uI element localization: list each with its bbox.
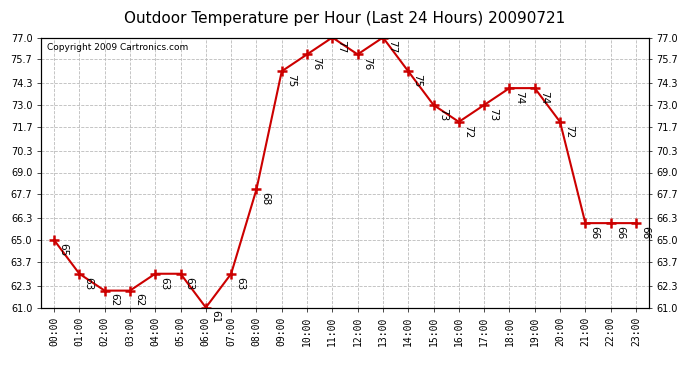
Text: 62: 62 bbox=[134, 293, 144, 307]
Text: 73: 73 bbox=[437, 108, 448, 121]
Text: 75: 75 bbox=[286, 74, 296, 87]
Text: 65: 65 bbox=[58, 243, 68, 256]
Text: Copyright 2009 Cartronics.com: Copyright 2009 Cartronics.com bbox=[48, 43, 189, 52]
Text: 63: 63 bbox=[235, 276, 246, 290]
Text: 63: 63 bbox=[185, 276, 195, 290]
Text: 68: 68 bbox=[261, 192, 270, 206]
Text: 75: 75 bbox=[413, 74, 422, 87]
Text: 72: 72 bbox=[463, 124, 473, 138]
Text: 66: 66 bbox=[615, 226, 625, 239]
Text: 63: 63 bbox=[83, 276, 94, 290]
Text: 66: 66 bbox=[640, 226, 650, 239]
Text: 72: 72 bbox=[564, 124, 574, 138]
Text: Outdoor Temperature per Hour (Last 24 Hours) 20090721: Outdoor Temperature per Hour (Last 24 Ho… bbox=[124, 11, 566, 26]
Text: 74: 74 bbox=[513, 91, 524, 104]
Text: 62: 62 bbox=[109, 293, 119, 307]
Text: 76: 76 bbox=[311, 57, 322, 70]
Text: 77: 77 bbox=[387, 40, 397, 54]
Text: 61: 61 bbox=[210, 310, 220, 324]
Text: 77: 77 bbox=[337, 40, 346, 54]
Text: 63: 63 bbox=[159, 276, 170, 290]
Text: 73: 73 bbox=[489, 108, 498, 121]
Text: 66: 66 bbox=[589, 226, 600, 239]
Text: 74: 74 bbox=[539, 91, 549, 104]
Text: 76: 76 bbox=[362, 57, 372, 70]
